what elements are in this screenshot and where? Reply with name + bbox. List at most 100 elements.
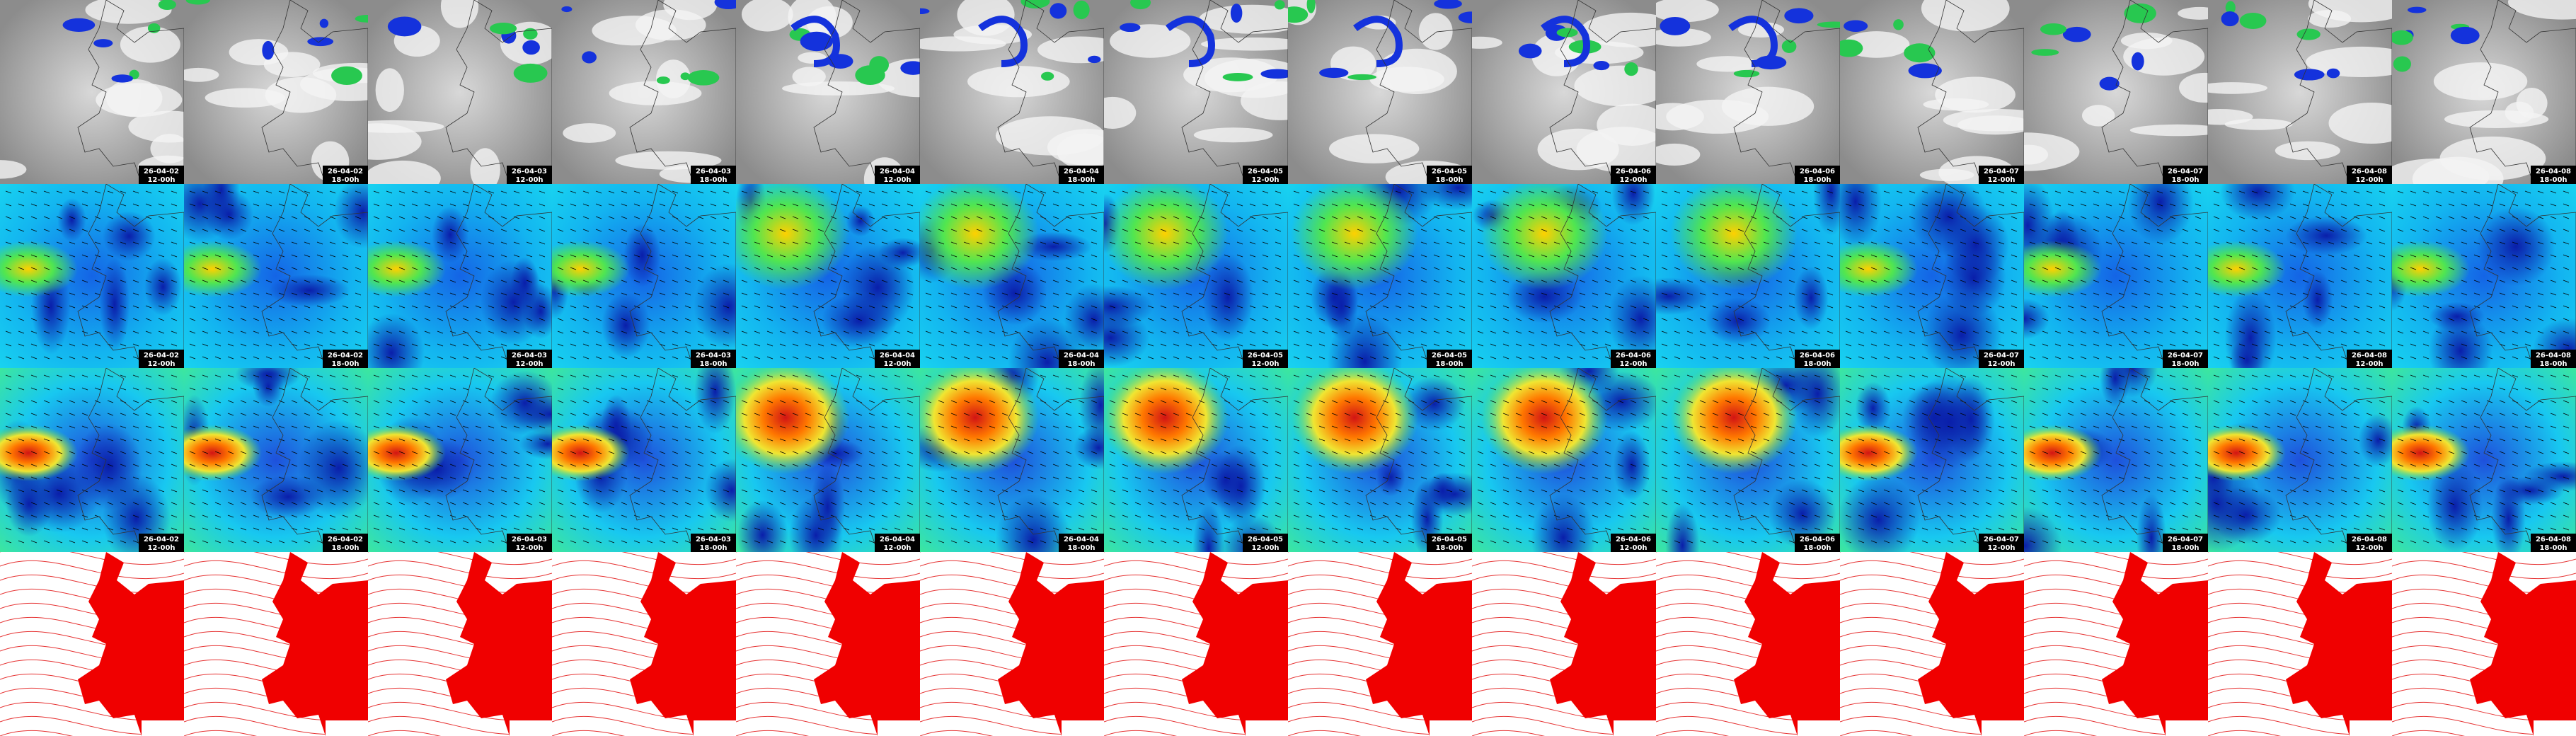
- wind-arrow: [2422, 292, 2430, 296]
- wind-arrow: [437, 514, 444, 518]
- wind-arrow: [868, 464, 875, 467]
- wind-arrow: [1420, 451, 1427, 454]
- wind-arrow: [938, 476, 945, 480]
- wind-arrow: [2410, 216, 2417, 219]
- wind-arrow: [1198, 527, 1205, 531]
- wind-arrow: [817, 476, 824, 480]
- wind-arrow: [1357, 330, 1364, 334]
- wind-arrow: [1788, 305, 1795, 309]
- wind-arrow: [1275, 489, 1282, 493]
- wind-arrow: [1921, 318, 1928, 321]
- wind-arrow: [938, 489, 945, 493]
- wind-arrow: [189, 502, 196, 505]
- wind-arrow: [2315, 292, 2322, 296]
- wind-arrow: [989, 476, 996, 480]
- wind-arrow: [1788, 241, 1795, 245]
- coastline: [1917, 184, 2024, 368]
- wind-arrow: [1433, 476, 1440, 480]
- wind-arrow: [646, 343, 653, 347]
- wind-arrow: [120, 489, 127, 493]
- wind-arrow: [1858, 254, 1865, 258]
- wind-arrow: [1395, 280, 1402, 283]
- wind-arrow: [1674, 267, 1681, 270]
- wind-arrow: [1985, 318, 1992, 321]
- wind-arrow: [830, 489, 837, 493]
- wind-arrow: [214, 400, 222, 403]
- wind-arrow: [1382, 190, 1389, 194]
- wind-arrow: [278, 343, 285, 347]
- wind-arrow: [373, 318, 380, 321]
- precip-patch: [855, 65, 885, 86]
- wind-arrow: [1249, 216, 1256, 219]
- wind-arrow: [1236, 502, 1243, 505]
- wind-arrow: [963, 229, 970, 232]
- precip-patch: [307, 37, 334, 47]
- wind-arrow: [976, 280, 983, 283]
- wind-arrow: [43, 267, 50, 270]
- wind-arrow: [2195, 203, 2202, 207]
- wind-arrow: [2302, 280, 2309, 283]
- wind-arrow: [2461, 318, 2468, 321]
- wind-arrow: [539, 425, 546, 429]
- wind-arrow: [342, 190, 349, 194]
- wind-arrow: [475, 203, 482, 207]
- wind-arrow: [526, 330, 533, 334]
- wind-arrow: [2512, 280, 2519, 283]
- wind-arrow: [1236, 267, 1243, 270]
- wind-arrow: [2011, 241, 2018, 245]
- wind-arrow: [1845, 241, 1852, 245]
- wind-arrow: [1712, 318, 1719, 321]
- wind-arrow: [1065, 267, 1072, 270]
- wind-arrow: [2302, 254, 2309, 258]
- wind-arrow: [56, 527, 63, 531]
- precip-patch: [262, 40, 275, 60]
- wind-arrow: [132, 476, 139, 480]
- wind-arrow: [227, 400, 234, 403]
- wind-arrow: [1972, 229, 1979, 232]
- wind-arrow: [278, 438, 285, 442]
- wind-arrow: [2448, 203, 2455, 207]
- wind-arrow: [1433, 305, 1440, 309]
- wind-arrow: [621, 476, 628, 480]
- wind-arrow: [1078, 464, 1085, 467]
- wind-arrow: [1331, 438, 1338, 442]
- wind-arrow: [342, 305, 349, 309]
- wind-arrow: [1947, 330, 1954, 334]
- wind-arrow: [2067, 267, 2074, 270]
- wind-arrow: [500, 305, 507, 309]
- wind-arrow: [2410, 254, 2417, 258]
- wind-arrow: [843, 330, 850, 334]
- wind-arrow: [1357, 254, 1364, 258]
- wind-arrow: [513, 305, 520, 309]
- wind-arrow: [1224, 476, 1231, 480]
- wind-arrow: [2067, 190, 2074, 194]
- wind-arrow: [316, 438, 323, 442]
- wind-arrow: [2537, 254, 2544, 258]
- wind-arrow: [1541, 305, 1548, 309]
- wind-arrow: [475, 267, 482, 270]
- wind-arrow: [513, 318, 520, 321]
- wind-arrow: [424, 387, 431, 391]
- wind-arrow: [779, 476, 786, 480]
- wind-arrow: [1553, 280, 1560, 283]
- wind-arrow: [329, 216, 336, 219]
- wind-arrow: [398, 190, 406, 194]
- wind-arrow: [2105, 216, 2112, 219]
- wind-arrow: [805, 254, 812, 258]
- wind-arrow: [1801, 330, 1808, 334]
- wind-arrow: [1122, 387, 1129, 391]
- wind-arrow: [659, 374, 666, 378]
- wind-arrow: [1433, 502, 1440, 505]
- wind-arrow: [1147, 229, 1154, 232]
- wind-max: [0, 425, 78, 481]
- wind-arrow: [2213, 318, 2220, 321]
- wind-arrow: [963, 425, 970, 429]
- wind-arrow: [1947, 318, 1954, 321]
- wind-arrow: [449, 451, 456, 454]
- wind-arrow: [500, 203, 507, 207]
- wind-arrow: [1420, 438, 1427, 442]
- wind-arrow: [1592, 356, 1599, 360]
- wind-arrow: [488, 280, 495, 283]
- wind-arrow: [976, 502, 983, 505]
